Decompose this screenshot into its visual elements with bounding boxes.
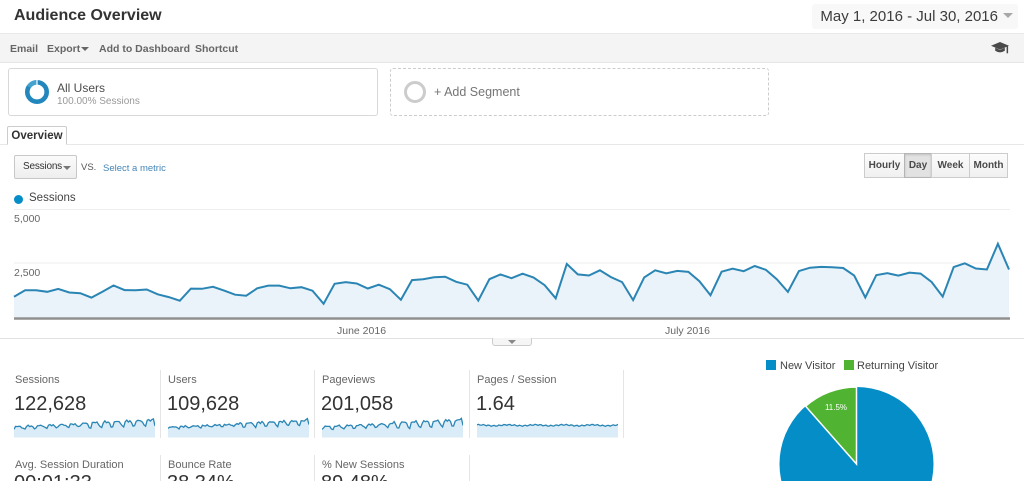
svg-text:June 2016: June 2016 (337, 325, 386, 337)
svg-text:2,500: 2,500 (14, 267, 40, 279)
svg-text:11.5%: 11.5% (825, 403, 847, 412)
svg-text:5,000: 5,000 (14, 213, 40, 225)
svg-text:July 2016: July 2016 (665, 325, 710, 337)
